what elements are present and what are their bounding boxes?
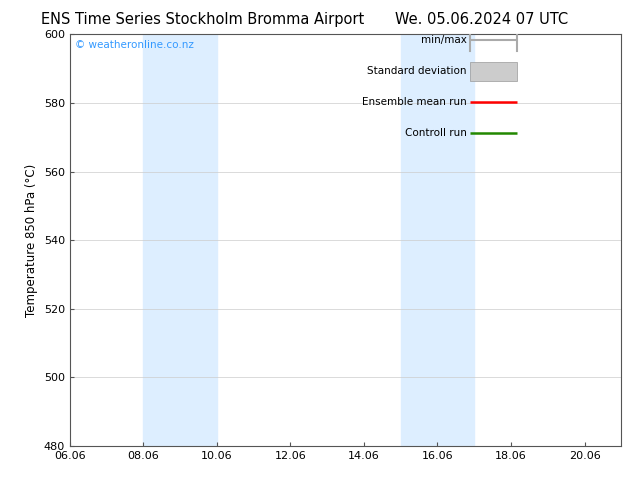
Text: ENS Time Series Stockholm Bromma Airport: ENS Time Series Stockholm Bromma Airport bbox=[41, 12, 365, 27]
Text: Ensemble mean run: Ensemble mean run bbox=[362, 97, 467, 107]
Bar bbox=[470, 62, 517, 80]
Bar bbox=[401, 34, 474, 446]
Text: We. 05.06.2024 07 UTC: We. 05.06.2024 07 UTC bbox=[395, 12, 569, 27]
Y-axis label: Temperature 850 hPa (°C): Temperature 850 hPa (°C) bbox=[25, 164, 38, 317]
Bar bbox=[143, 34, 217, 446]
Text: min/max: min/max bbox=[421, 35, 467, 46]
Text: Standard deviation: Standard deviation bbox=[367, 66, 467, 76]
Text: Controll run: Controll run bbox=[405, 128, 467, 138]
Text: © weatheronline.co.nz: © weatheronline.co.nz bbox=[75, 41, 194, 50]
